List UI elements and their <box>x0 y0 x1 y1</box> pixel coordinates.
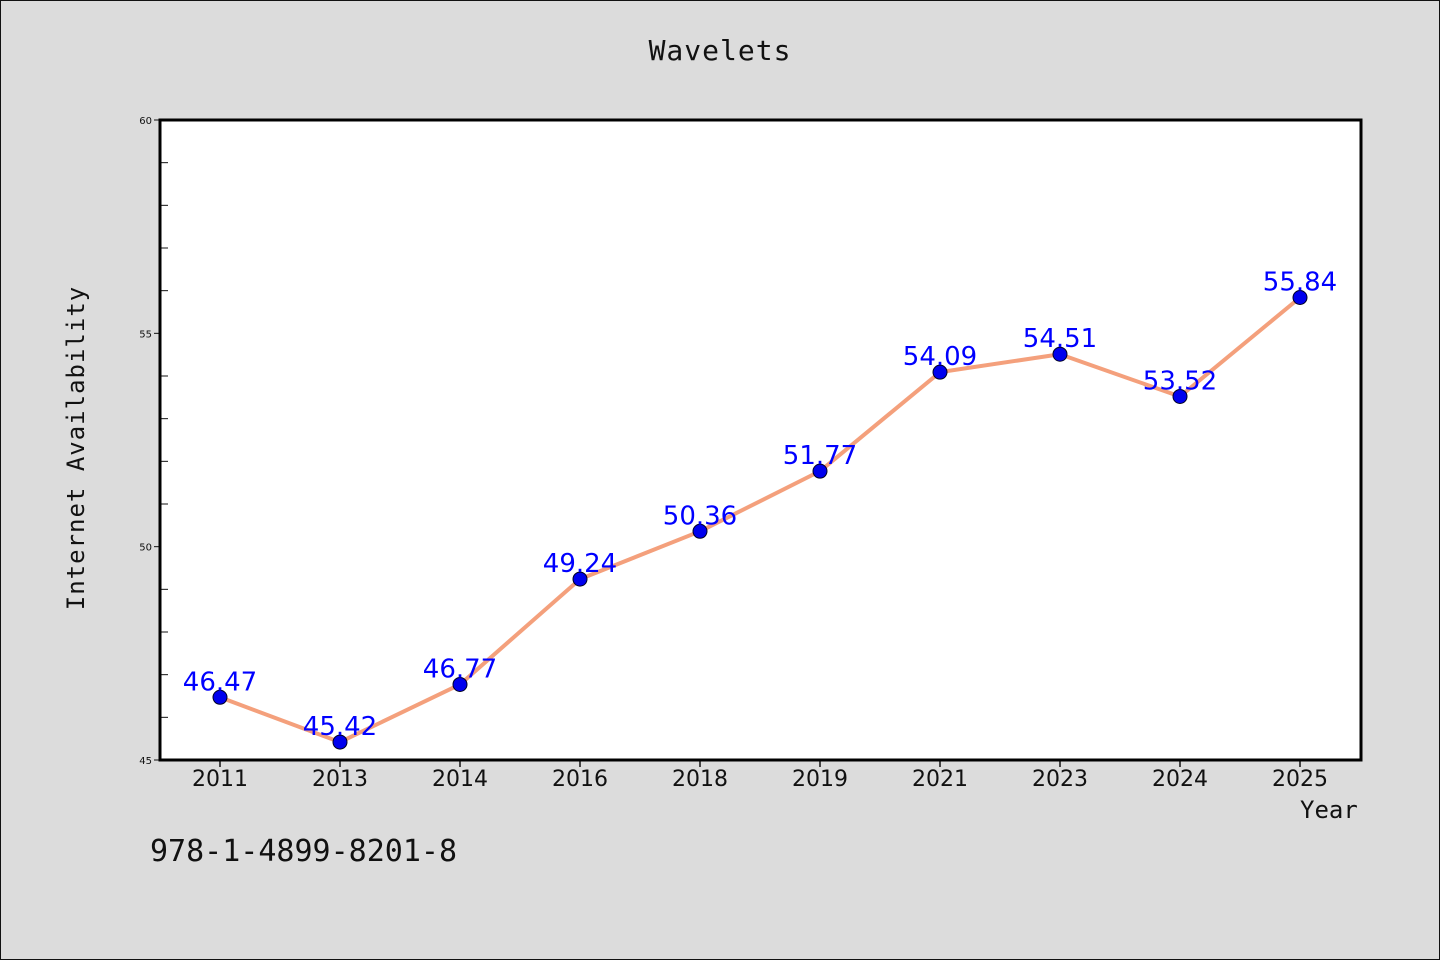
data-point <box>1292 289 1308 305</box>
y-tick-label: 55 <box>139 329 152 340</box>
chart-title: Wavelets <box>648 34 792 67</box>
isbn-text: 978-1-4899-8201-8 <box>150 834 458 869</box>
x-tick-label: 2018 <box>672 767 728 792</box>
plot-area <box>160 120 1361 760</box>
data-point <box>452 676 468 692</box>
data-label: 49.24 <box>543 549 617 579</box>
x-tick-label: 2023 <box>1032 767 1088 792</box>
x-tick-label: 2021 <box>912 767 968 792</box>
data-point <box>332 734 348 750</box>
data-label: 46.77 <box>423 654 497 684</box>
data-label: 54.51 <box>1023 324 1097 354</box>
data-label: 45.42 <box>303 712 377 742</box>
data-point <box>812 463 828 479</box>
y-tick-label: 45 <box>139 756 152 767</box>
x-tick-label: 2024 <box>1152 767 1208 792</box>
x-tick-label: 2025 <box>1272 767 1328 792</box>
data-label: 46.47 <box>183 667 257 697</box>
x-tick-label: 2011 <box>192 767 248 792</box>
x-tick-label: 2013 <box>312 767 368 792</box>
data-point <box>1172 388 1188 404</box>
x-tick-label: 2019 <box>792 767 848 792</box>
data-point <box>572 571 588 587</box>
data-label: 55.84 <box>1263 267 1337 297</box>
data-point <box>692 523 708 539</box>
y-tick-label: 50 <box>139 543 152 554</box>
data-point <box>932 364 948 380</box>
data-label: 53.52 <box>1143 366 1217 396</box>
data-label: 50.36 <box>663 501 737 531</box>
x-tick-label: 2016 <box>552 767 608 792</box>
x-tick-label: 2014 <box>432 767 488 792</box>
data-label: 51.77 <box>783 441 857 471</box>
y-tick-label: 60 <box>139 116 152 127</box>
data-point <box>1052 346 1068 362</box>
plot-border <box>158 118 1363 762</box>
data-point <box>212 689 228 705</box>
data-label: 54.09 <box>903 342 977 372</box>
series-line <box>218 295 1302 745</box>
x-axis-label: Year <box>1300 796 1358 824</box>
